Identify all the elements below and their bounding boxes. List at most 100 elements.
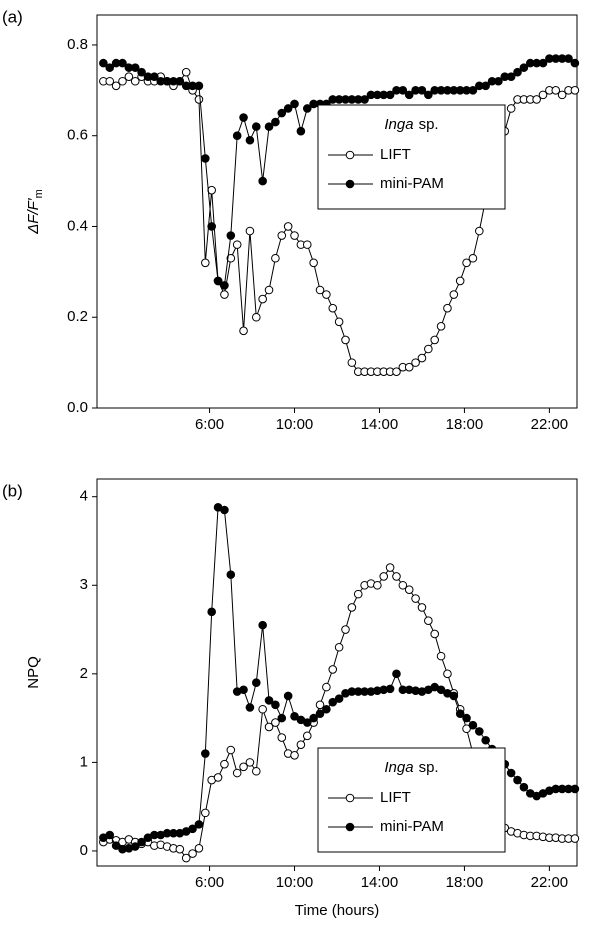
data-point (347, 603, 357, 612)
data-point (130, 842, 140, 851)
data-point (309, 258, 318, 268)
data-point (290, 99, 299, 109)
data-point (398, 580, 408, 590)
legend-title-plain: sp. (419, 759, 439, 776)
data-point (226, 253, 236, 263)
data-point (130, 76, 140, 86)
data-point (194, 843, 204, 853)
data-point (105, 76, 115, 86)
data-point (220, 505, 229, 515)
data-point (239, 113, 248, 122)
data-point (570, 58, 580, 68)
data-point (150, 72, 159, 82)
y-tick-label: 0.2 (67, 308, 88, 325)
data-point (417, 86, 427, 95)
data-point (322, 682, 331, 692)
data-point (519, 63, 529, 72)
data-point (430, 335, 439, 345)
data-point (392, 669, 401, 679)
data-point (296, 740, 306, 749)
data-point (385, 90, 395, 100)
data-point (277, 713, 287, 723)
data-point (334, 317, 344, 327)
x-tick-label: 14:00 (361, 416, 399, 433)
data-point (258, 294, 267, 304)
data-point (271, 700, 280, 710)
x-tick-label: 10:00 (276, 874, 314, 891)
data-point (532, 95, 541, 104)
data-point (290, 751, 299, 760)
legend-title-italic: Inga (384, 116, 413, 133)
data-point (436, 685, 446, 695)
data-point (564, 54, 573, 63)
data-point (239, 326, 248, 336)
data-point (468, 253, 478, 263)
data-point (245, 758, 255, 767)
data-point (264, 722, 274, 732)
y-axis-label: ΔF/F′m (25, 189, 45, 235)
data-point (175, 76, 185, 86)
data-point (481, 735, 490, 745)
data-point (290, 231, 299, 240)
data-point (251, 122, 261, 131)
data-point (398, 86, 408, 95)
data-point (519, 782, 529, 792)
data-point (251, 766, 261, 776)
data-point (239, 762, 248, 772)
data-point (341, 335, 350, 345)
data-point (468, 720, 478, 730)
data-point (328, 303, 338, 313)
data-point (201, 808, 210, 818)
data-point (462, 724, 471, 734)
data-point (245, 226, 255, 236)
data-point (436, 322, 446, 331)
data-point (290, 712, 299, 721)
legend: Inga sp. LIFT mini-PAM (317, 747, 506, 853)
data-point (449, 691, 459, 701)
data-point (385, 684, 395, 694)
data-point (347, 358, 357, 367)
y-tick-label: 1 (80, 753, 88, 770)
data-point (315, 285, 325, 295)
x-tick-label: 6:00 (195, 874, 224, 891)
data-point (207, 222, 216, 231)
data-point (551, 86, 561, 95)
data-point (188, 824, 197, 834)
plot-frame (96, 478, 578, 867)
panel: (a) ΔF/F′m 0.0 0.2 0.4 0.6 0.8 6:00 10:00 14:00 18… (2, 7, 580, 433)
data-point (137, 67, 146, 77)
data-point (201, 154, 210, 163)
data-point (506, 768, 516, 778)
panel-label: (a) (2, 7, 23, 26)
y-axis-label-main: ΔF/F′ (25, 197, 42, 235)
data-point (124, 72, 134, 82)
data-point (258, 176, 267, 186)
data-point (277, 108, 287, 118)
data-point (264, 122, 274, 131)
legend-title: Inga sp. (384, 116, 438, 133)
panel: (b) NPQ 0 1 2 3 4 6:00 10:00 14:00 18:00 22:00 Time … (2, 478, 580, 919)
data-point (392, 367, 401, 376)
data-point (513, 775, 522, 785)
x-tick-label: 22:00 (531, 416, 569, 433)
data-point (245, 703, 255, 712)
x-tick-label: 10:00 (276, 416, 314, 433)
data-point (315, 709, 325, 718)
data-point (226, 570, 236, 579)
data-point (264, 285, 274, 295)
data-point (411, 358, 420, 367)
data-point (404, 585, 414, 594)
data-point (506, 72, 516, 82)
data-point (538, 58, 548, 68)
data-point (194, 820, 204, 829)
data-point (302, 104, 312, 113)
legend-swatch-marker (345, 150, 355, 160)
data-point (111, 841, 121, 850)
data-point (232, 768, 242, 778)
data-point (258, 620, 267, 630)
data-point (283, 691, 293, 701)
panel-label: (b) (2, 481, 23, 500)
data-point (105, 830, 115, 840)
